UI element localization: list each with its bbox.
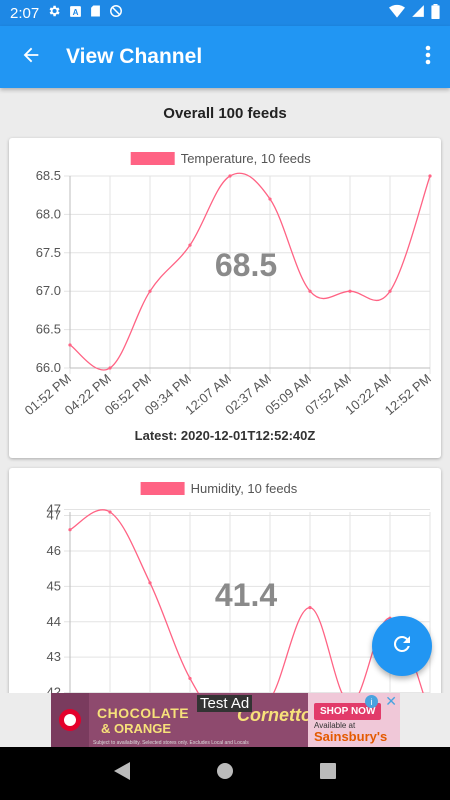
status-time: 2:07 <box>10 4 40 22</box>
ad-available-label: Available at <box>314 721 356 730</box>
nav-home-button[interactable] <box>205 754 245 794</box>
data-point <box>308 606 312 610</box>
legend-swatch <box>130 152 175 165</box>
y-tick-label: 67.0 <box>36 283 61 298</box>
data-point <box>68 528 72 532</box>
latest-timestamp: Latest: 2020-12-01T12:52:40Z <box>134 428 316 443</box>
nav-back-icon <box>113 762 130 785</box>
ad-banner[interactable]: CHOCOLATE & ORANGE Cornetto Subject to a… <box>51 693 400 747</box>
y-tick-label: 46 <box>47 543 61 558</box>
ad-right-panel: SHOP NOW Available at Sainsbury's <box>308 693 400 747</box>
gear-icon <box>47 4 61 22</box>
wifi-icon <box>389 4 405 22</box>
overall-feeds-label: Overall 100 feeds <box>163 105 287 122</box>
ad-small-print: Subject to availability. Selected stores… <box>93 740 249 746</box>
y-tick-label: 42 <box>47 685 61 693</box>
current-value-label: 68.5 <box>215 247 277 283</box>
y-tick-label: 43 <box>47 649 61 664</box>
refresh-icon <box>390 632 414 661</box>
y-tick-label: 45 <box>47 578 61 593</box>
temperature-chart: Temperature, 10 feeds 68.5 68.0 67.5 67.0 66.… <box>22 151 434 418</box>
y-tick-label: 44 <box>47 614 61 629</box>
refresh-button[interactable] <box>372 616 432 676</box>
y-tick-label: 67.5 <box>36 245 61 260</box>
data-point <box>68 343 72 347</box>
legend-label: Humidity, 10 feeds <box>191 481 298 496</box>
data-point <box>108 510 112 514</box>
battery-icon <box>431 3 440 23</box>
y-tick-label: 68.0 <box>36 206 61 221</box>
ad-logo <box>51 693 89 747</box>
a-box-icon: A <box>69 5 82 22</box>
content-area[interactable]: Overall 100 feeds Temperature, 10 feeds 6… <box>0 88 450 693</box>
series-line <box>69 172 431 371</box>
info-icon[interactable]: i <box>365 695 378 708</box>
data-point <box>428 174 432 178</box>
data-point <box>308 289 312 293</box>
data-point <box>148 581 152 585</box>
cell-signal-icon <box>411 4 425 22</box>
ad-headline-1: CHOCOLATE <box>97 705 190 721</box>
chart-legend: Humidity, 10 feeds <box>140 481 298 496</box>
data-point <box>348 289 352 293</box>
close-icon[interactable]: ✕ <box>385 693 397 709</box>
legend-label: Temperature, 10 feeds <box>181 151 312 166</box>
system-nav-bar <box>0 747 450 800</box>
ad-store-label: Sainsbury's <box>314 729 388 744</box>
page-title: View Channel <box>66 45 203 68</box>
nav-back-button[interactable] <box>102 754 142 794</box>
data-point <box>188 243 192 247</box>
data-point <box>228 174 232 178</box>
data-point <box>188 676 192 681</box>
data-point <box>148 289 152 293</box>
nav-home-icon <box>216 762 234 785</box>
y-tick-label: 66.5 <box>36 322 61 337</box>
more-vert-icon <box>425 45 431 70</box>
temperature-chart-card: Temperature, 10 feeds 68.5 68.0 67.5 67.0 66.… <box>9 138 441 458</box>
sd-card-icon <box>90 4 101 22</box>
back-button[interactable] <box>0 26 62 88</box>
no-sync-icon <box>109 4 123 22</box>
svg-text:A: A <box>73 7 79 16</box>
y-tick-label: 68.5 <box>36 168 61 183</box>
data-point <box>268 197 272 201</box>
nav-recents-button[interactable] <box>308 754 348 794</box>
more-options-button[interactable] <box>406 26 450 88</box>
ad-test-label: Test Ad <box>197 695 253 712</box>
data-point <box>108 366 112 370</box>
legend-swatch <box>140 482 185 495</box>
nav-recents-icon <box>320 763 337 784</box>
y-tick-label: 47 <box>47 502 61 517</box>
arrow-back-icon <box>20 44 42 71</box>
y-tick-label: 47 <box>47 508 61 523</box>
current-value-label: 41.4 <box>215 577 277 613</box>
app-bar: View Channel <box>0 26 450 88</box>
chart-legend: Temperature, 10 feeds <box>130 151 312 166</box>
ad-brand: Cornetto <box>237 705 312 725</box>
chart-grid <box>64 509 431 693</box>
y-tick-label: 66.0 <box>36 360 61 375</box>
ad-shop-button[interactable]: SHOP NOW <box>314 703 382 720</box>
ad-headline-2: & ORANGE <box>101 721 172 736</box>
status-bar: 2:07 A <box>0 0 450 26</box>
data-point <box>388 289 392 293</box>
